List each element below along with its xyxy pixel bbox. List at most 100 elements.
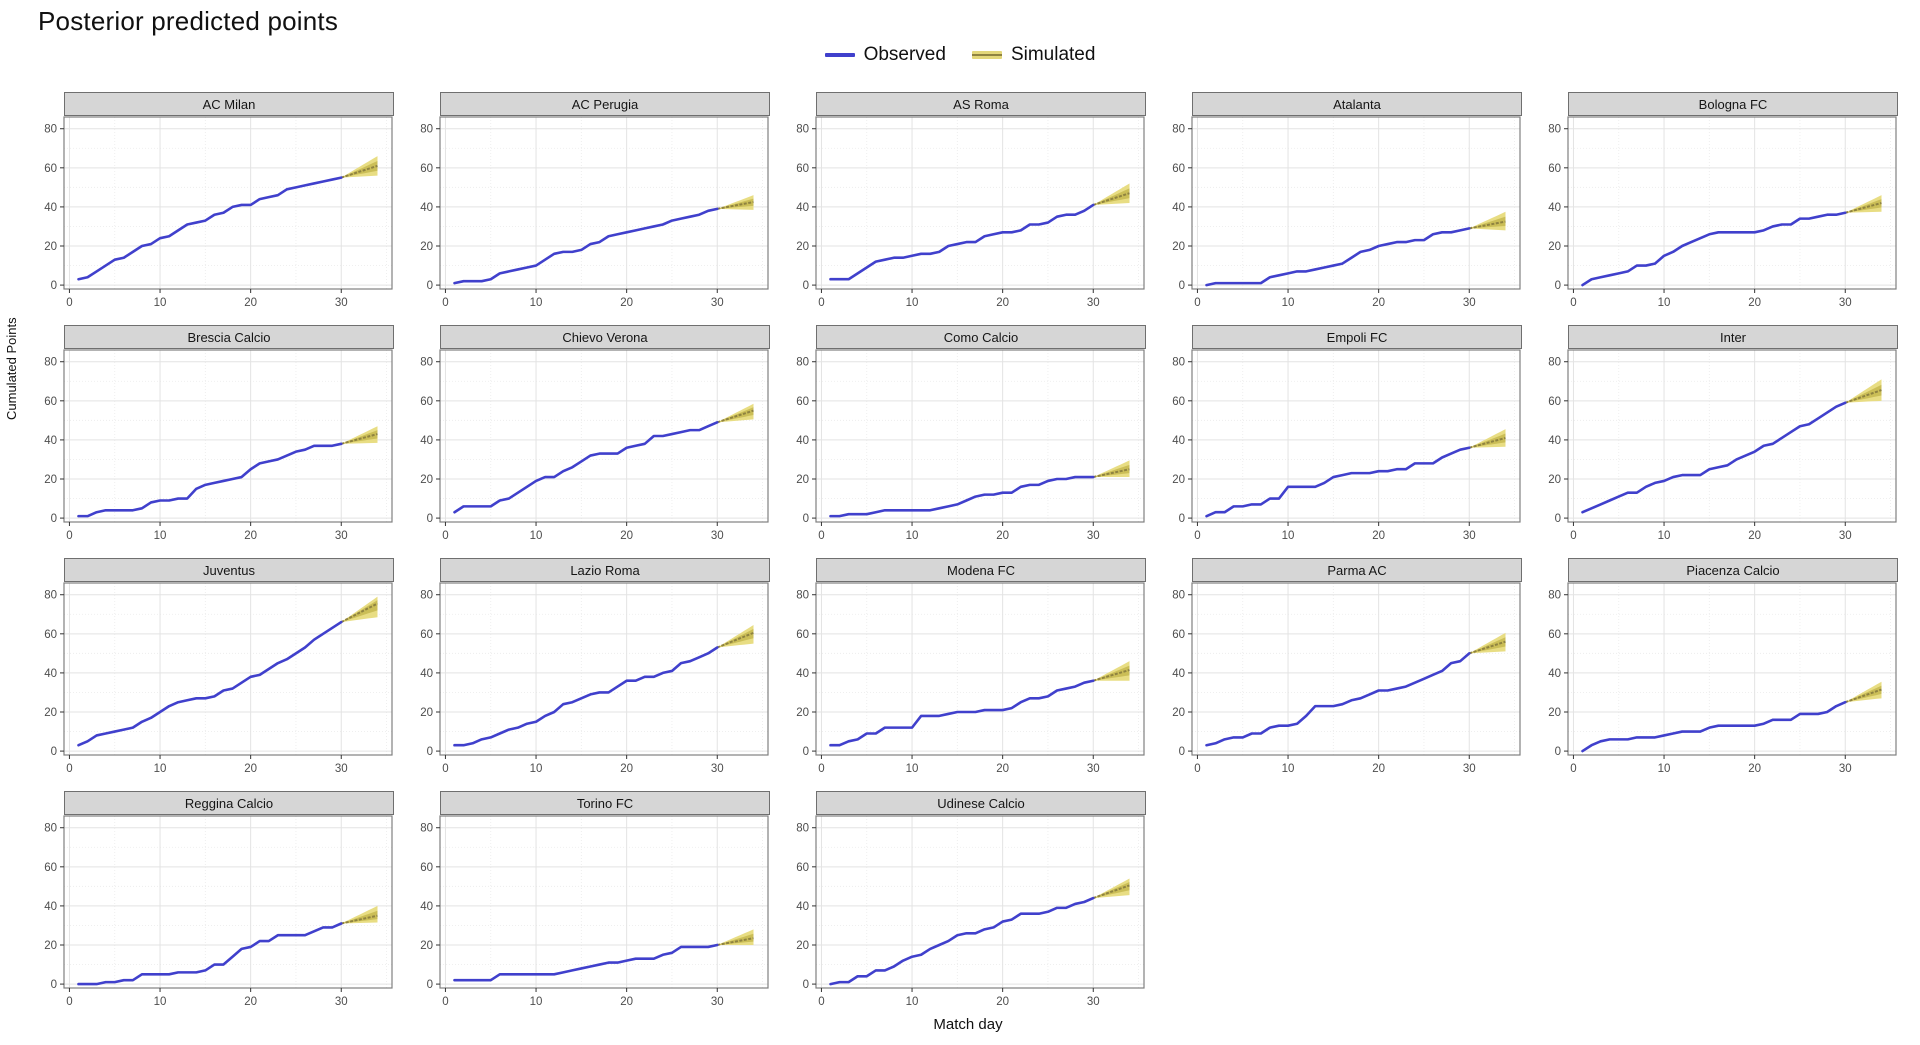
- facet-plot: 0 10 20 30 0 20 40 60 80: [1548, 582, 1897, 775]
- svg-text:30: 30: [335, 763, 348, 775]
- svg-text:60: 60: [1548, 163, 1561, 175]
- svg-text:10: 10: [1658, 530, 1671, 542]
- svg-text:20: 20: [1548, 241, 1561, 253]
- facet-strip-label: AS Roma: [816, 92, 1146, 116]
- svg-text:20: 20: [44, 474, 57, 486]
- facet-panel: AC Perugia 0 10 20 30 0 20 40 60 80: [414, 92, 770, 312]
- svg-text:60: 60: [796, 862, 809, 874]
- svg-text:20: 20: [996, 763, 1009, 775]
- facet-panel: AS Roma 0 10 20 30 0 20 40 60 80: [790, 92, 1146, 312]
- svg-text:60: 60: [420, 163, 433, 175]
- svg-text:0: 0: [442, 996, 448, 1008]
- svg-text:20: 20: [1548, 474, 1561, 486]
- svg-text:30: 30: [711, 297, 724, 309]
- svg-text:20: 20: [244, 763, 257, 775]
- svg-text:60: 60: [420, 629, 433, 641]
- svg-text:80: 80: [44, 124, 57, 136]
- facet-plot: 0 10 20 30 0 20 40 60 80: [796, 349, 1145, 542]
- svg-text:30: 30: [711, 763, 724, 775]
- facet-plot: 0 10 20 30 0 20 40 60 80: [796, 815, 1145, 1008]
- svg-text:0: 0: [803, 746, 809, 758]
- facet-plot: 0 10 20 30 0 20 40 60 80: [796, 116, 1145, 309]
- svg-text:60: 60: [44, 629, 57, 641]
- facet-panel: Juventus 0 10 20 30 0 20 40 60 80: [38, 558, 394, 778]
- facet-strip-label: Brescia Calcio: [64, 325, 394, 349]
- facet-plot: 0 10 20 30 0 20 40 60 80: [420, 582, 769, 775]
- svg-text:60: 60: [44, 163, 57, 175]
- svg-text:20: 20: [1172, 474, 1185, 486]
- facet-plot: 0 10 20 30 0 20 40 60 80: [420, 116, 769, 309]
- svg-text:20: 20: [1548, 707, 1561, 719]
- facet-panel: Lazio Roma 0 10 20 30 0 20 40 60 80: [414, 558, 770, 778]
- svg-text:80: 80: [420, 357, 433, 369]
- svg-text:80: 80: [1548, 357, 1561, 369]
- svg-text:10: 10: [530, 530, 543, 542]
- svg-text:60: 60: [1548, 629, 1561, 641]
- facet-strip-label: Modena FC: [816, 558, 1146, 582]
- svg-text:10: 10: [154, 530, 167, 542]
- svg-text:20: 20: [420, 474, 433, 486]
- facet-panel: Inter 0 10 20 30 0 20 40 60 80: [1542, 325, 1898, 545]
- svg-text:20: 20: [244, 297, 257, 309]
- svg-text:40: 40: [44, 901, 57, 913]
- svg-text:40: 40: [44, 435, 57, 447]
- svg-text:0: 0: [1194, 297, 1200, 309]
- svg-text:40: 40: [796, 668, 809, 680]
- svg-text:80: 80: [420, 823, 433, 835]
- svg-text:40: 40: [420, 435, 433, 447]
- facet-strip-label: Juventus: [64, 558, 394, 582]
- facet-strip-label: Parma AC: [1192, 558, 1522, 582]
- svg-text:10: 10: [530, 996, 543, 1008]
- svg-text:30: 30: [711, 996, 724, 1008]
- facet-strip-label: Lazio Roma: [440, 558, 770, 582]
- svg-text:60: 60: [420, 862, 433, 874]
- svg-text:0: 0: [1570, 297, 1576, 309]
- svg-text:30: 30: [1839, 297, 1852, 309]
- legend-simulated-label: Simulated: [1010, 44, 1096, 65]
- svg-text:30: 30: [1087, 763, 1100, 775]
- svg-text:30: 30: [335, 297, 348, 309]
- svg-text:0: 0: [1555, 746, 1561, 758]
- svg-text:80: 80: [1172, 357, 1185, 369]
- svg-text:60: 60: [1172, 629, 1185, 641]
- facet-panel: Como Calcio 0 10 20 30 0 20 40 60 80: [790, 325, 1146, 545]
- facet-plot: 0 10 20 30 0 20 40 60 80: [1548, 349, 1897, 542]
- svg-text:40: 40: [796, 901, 809, 913]
- facet-plot: 0 10 20 30 0 20 40 60 80: [1172, 349, 1521, 542]
- svg-text:40: 40: [420, 901, 433, 913]
- facet-panel: Modena FC 0 10 20 30 0 20 40 60 80: [790, 558, 1146, 778]
- svg-text:10: 10: [530, 297, 543, 309]
- svg-text:20: 20: [796, 707, 809, 719]
- svg-text:0: 0: [1194, 530, 1200, 542]
- svg-text:0: 0: [442, 530, 448, 542]
- svg-text:40: 40: [1172, 202, 1185, 214]
- svg-text:0: 0: [51, 979, 57, 991]
- facet-plot: 0 10 20 30 0 20 40 60 80: [420, 349, 769, 542]
- svg-text:60: 60: [1172, 396, 1185, 408]
- facet-strip-label: AC Milan: [64, 92, 394, 116]
- svg-text:20: 20: [1748, 763, 1761, 775]
- svg-text:0: 0: [66, 297, 72, 309]
- facet-plot: 0 10 20 30 0 20 40 60 80: [1172, 116, 1521, 309]
- facet-panel: Reggina Calcio 0 10 20 30 0 20 40 60 80: [38, 791, 394, 1011]
- svg-text:0: 0: [1570, 530, 1576, 542]
- svg-text:40: 40: [796, 202, 809, 214]
- svg-text:0: 0: [803, 280, 809, 292]
- svg-text:20: 20: [420, 707, 433, 719]
- facet-strip-label: Reggina Calcio: [64, 791, 394, 815]
- svg-text:40: 40: [796, 435, 809, 447]
- svg-text:80: 80: [1548, 590, 1561, 602]
- facet-strip-label: Udinese Calcio: [816, 791, 1146, 815]
- legend-item-simulated: Simulated: [971, 44, 1096, 66]
- svg-text:20: 20: [620, 763, 633, 775]
- svg-text:0: 0: [1179, 513, 1185, 525]
- svg-text:60: 60: [796, 396, 809, 408]
- svg-text:0: 0: [427, 513, 433, 525]
- svg-text:20: 20: [420, 940, 433, 952]
- facet-panel: Bologna FC 0 10 20 30 0 20 40 60 80: [1542, 92, 1898, 312]
- svg-text:0: 0: [442, 763, 448, 775]
- facet-strip-label: Torino FC: [440, 791, 770, 815]
- svg-text:20: 20: [244, 996, 257, 1008]
- svg-text:20: 20: [1748, 297, 1761, 309]
- svg-text:0: 0: [1194, 763, 1200, 775]
